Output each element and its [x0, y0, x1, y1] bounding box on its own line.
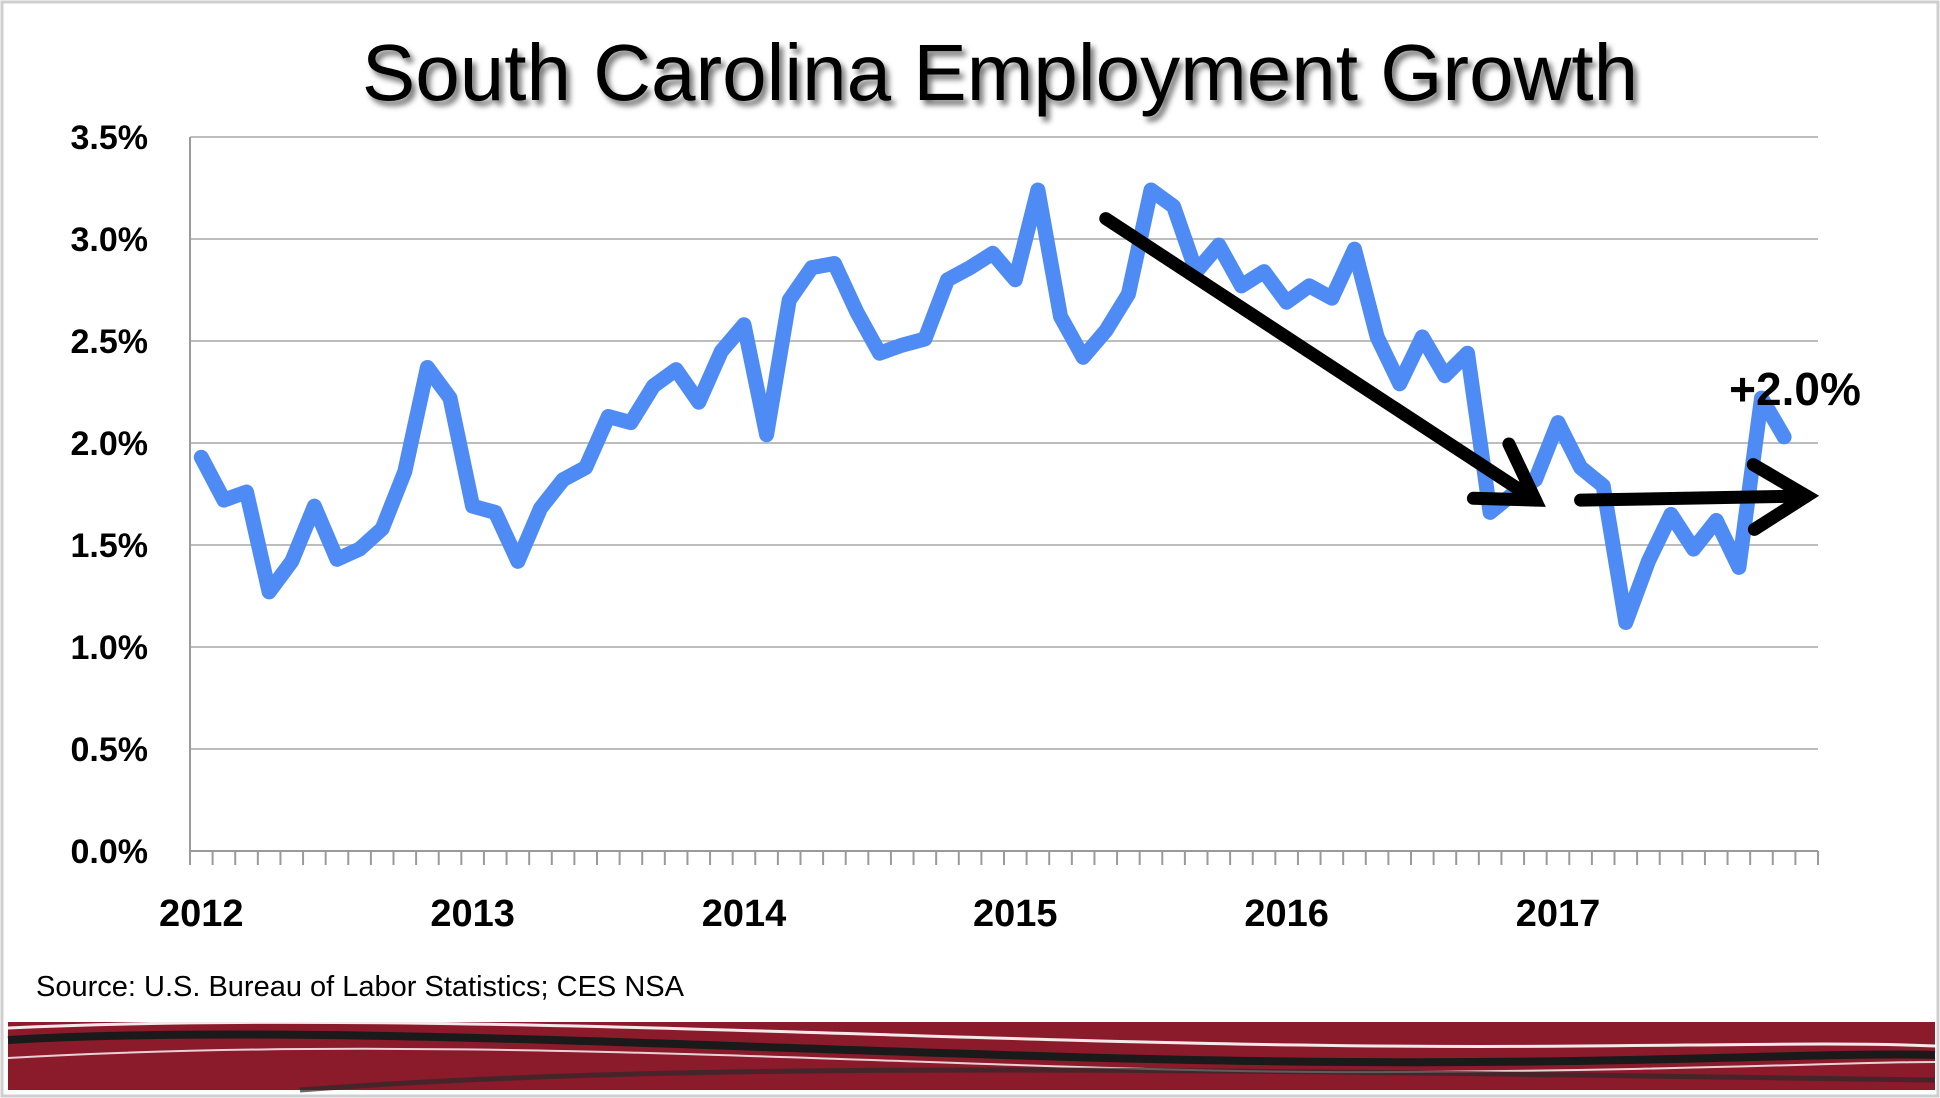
- x-axis: [189, 137, 1819, 865]
- footer-swoosh-1: [7, 1020, 1936, 1048]
- y-tick-label: 2.5%: [71, 323, 149, 361]
- annotation-label: +2.0%: [1729, 363, 1861, 415]
- trend-arrow-2: [1574, 458, 1820, 536]
- chart-title: South Carolina Employment Growth: [362, 28, 1638, 117]
- y-axis-tick-labels: 0.0% 0.5% 1.0% 1.5% 2.0% 2.5% 3.0% 3.5%: [71, 119, 149, 871]
- y-tick-label: 3.5%: [71, 119, 149, 157]
- source-note: Source: U.S. Bureau of Labor Statistics;…: [36, 971, 685, 1003]
- y-tick-label: 2.0%: [71, 425, 149, 463]
- footer-swoosh-2: [7, 1030, 1936, 1067]
- x-tick-label: 2017: [1516, 893, 1601, 935]
- y-tick-label: 1.5%: [71, 527, 149, 565]
- y-tick-label: 3.0%: [71, 221, 149, 259]
- arrow-head: [1746, 458, 1820, 536]
- arrow-shaft: [1574, 489, 1814, 507]
- arrow-shaft: [1099, 212, 1542, 507]
- y-tick-label: 1.0%: [71, 629, 149, 667]
- x-tick-label: 2013: [430, 893, 515, 935]
- x-tick-label: 2012: [159, 893, 244, 935]
- footer-band: [7, 1020, 1936, 1093]
- trend-arrow-1: [1099, 212, 1546, 507]
- trend-arrows: [1099, 212, 1820, 536]
- y-tick-label: 0.5%: [71, 731, 149, 769]
- footer-swoosh-4: [299, 1067, 1936, 1093]
- gridlines: [190, 136, 1818, 750]
- arrow-head: [1466, 437, 1546, 507]
- x-tick-label: 2015: [973, 893, 1058, 935]
- y-tick-label: 0.0%: [71, 833, 149, 871]
- x-tick-label: 2014: [702, 893, 787, 935]
- x-tick-label: 2016: [1244, 893, 1329, 935]
- x-axis-year-labels: 2012 2013 2014 2015 2016 2017: [159, 893, 1600, 935]
